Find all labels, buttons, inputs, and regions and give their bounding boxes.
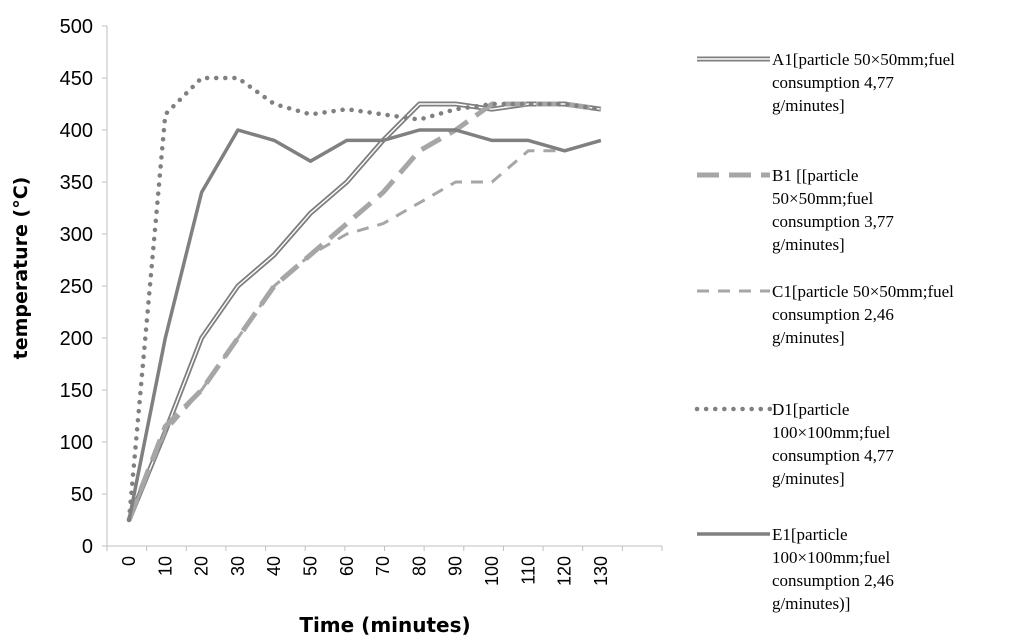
legend-label-line: consumption 4,77 <box>772 73 894 92</box>
legend-label-line: consumption 2,46 <box>772 571 894 590</box>
legend-label-line: g/minutes] <box>772 235 845 254</box>
legend-label-line: E1[particle <box>772 525 848 544</box>
x-tick-label: 70 <box>373 556 393 576</box>
legend-item-3: C1[particle 50×50mm;fuel consumption 2,46… <box>697 282 954 347</box>
y-tick-label: 350 <box>60 172 93 194</box>
legend-label-line: g/minutes] <box>772 328 845 347</box>
y-tick-label: 100 <box>60 432 93 454</box>
legend-label-line: C1[particle 50×50mm;fuel <box>772 282 954 301</box>
x-tick-label: 20 <box>192 556 212 576</box>
legend-label-line: g/minutes] <box>772 96 845 115</box>
legend-label-line: A1[particle 50×50mm;fuel <box>772 50 955 69</box>
plot-area: 0 50 100 150 200 250 300 350 400 450 500 0 10 20 30 40… <box>60 16 663 586</box>
x-tick-label: 120 <box>555 556 575 586</box>
series-line-stroke <box>127 138 602 521</box>
legend-label-line: 50×50mm;fuel <box>772 189 873 208</box>
series-3-line <box>127 138 602 521</box>
legend-item-1: A1[particle 50×50mm;fuel consumption 4,77… <box>697 50 955 115</box>
x-tick-label: 10 <box>155 556 175 576</box>
y-axis-ticks: 0 50 100 150 200 250 300 350 400 450 500 <box>60 16 107 558</box>
legend-item-4: D1[particle 100×100mm;fuel consumption 4,7… <box>694 400 894 488</box>
x-tick-label: 60 <box>337 556 357 576</box>
x-tick-label: 30 <box>228 556 248 576</box>
x-tick-label: 40 <box>264 556 284 576</box>
series-line-stroke <box>128 103 601 521</box>
x-tick-label: 80 <box>409 556 429 576</box>
series-2-line <box>126 101 602 521</box>
x-tick-label: 100 <box>482 556 502 586</box>
y-tick-label: 450 <box>60 68 93 90</box>
x-tick-label: 130 <box>591 556 611 586</box>
legend-label-line: consumption 2,46 <box>772 305 894 324</box>
x-axis-title: Time (minutes) <box>299 613 470 637</box>
series-lines <box>126 75 604 523</box>
series-4-line <box>126 75 604 523</box>
x-axis-ticks: 0 10 20 30 40 50 60 70 80 90 100 110 120 130 <box>106 546 663 586</box>
y-tick-label: 300 <box>60 224 93 246</box>
series-line-stroke <box>126 101 602 521</box>
legend-label-line: 100×100mm;fuel <box>772 548 890 567</box>
legend-label-line: consumption 4,77 <box>772 446 894 465</box>
legend-label-line: g/minutes] <box>772 469 845 488</box>
series-5-line <box>127 128 602 521</box>
series-line-stroke <box>126 101 602 521</box>
legend: A1[particle 50×50mm;fuel consumption 4,77… <box>694 50 955 613</box>
legend-label-line: consumption 3,77 <box>772 212 894 231</box>
y-tick-label: 0 <box>82 536 93 558</box>
legend-label-line: g/minutes)] <box>772 594 850 613</box>
series-1-line <box>126 101 602 521</box>
y-tick-label: 150 <box>60 380 93 402</box>
legend-label-line: 100×100mm;fuel <box>772 423 890 442</box>
x-tick-label: 110 <box>518 556 538 585</box>
y-axis-title: temperature (°C) <box>10 177 32 360</box>
legend-label-line: B1 [[particle <box>772 166 858 185</box>
x-tick-label: 0 <box>119 556 139 566</box>
y-tick-label: 500 <box>60 16 93 38</box>
legend-item-5: E1[particle 100×100mm;fuel consumption 2,4… <box>697 525 894 613</box>
legend-item-2: B1 [[particle 50×50mm;fuel consumption 3,7… <box>697 166 894 254</box>
y-tick-label: 400 <box>60 120 93 142</box>
y-tick-label: 250 <box>60 276 93 298</box>
series-line-stroke <box>126 75 604 523</box>
x-tick-label: 50 <box>301 556 321 576</box>
legend-label-line: D1[particle <box>772 400 849 419</box>
series-line-stroke <box>127 128 602 521</box>
y-tick-label: 50 <box>71 484 93 506</box>
y-tick-label: 200 <box>60 328 93 350</box>
x-tick-label: 90 <box>446 556 466 576</box>
